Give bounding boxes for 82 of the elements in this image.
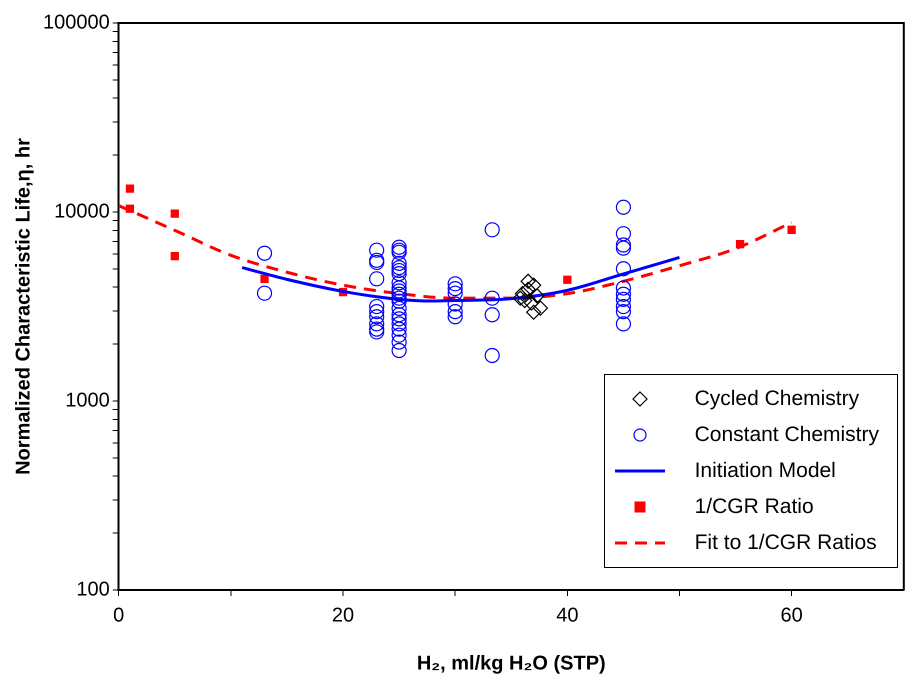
point <box>392 266 407 282</box>
point <box>616 237 632 253</box>
point <box>517 292 532 308</box>
x-tick-label: 20 <box>332 604 354 627</box>
point <box>563 276 572 284</box>
point <box>448 309 463 324</box>
point <box>448 304 463 320</box>
point <box>392 294 407 309</box>
point <box>616 261 632 276</box>
point <box>448 286 463 301</box>
point <box>484 290 500 306</box>
point <box>392 280 407 296</box>
point <box>514 286 530 302</box>
point <box>616 240 632 256</box>
point <box>392 328 407 343</box>
legend-label: Initiation Model <box>694 459 836 483</box>
y-tick-label: 100000 <box>42 12 110 34</box>
point <box>392 260 407 276</box>
point <box>369 304 384 320</box>
point <box>392 262 407 278</box>
point <box>448 276 463 292</box>
point <box>616 286 632 302</box>
point <box>126 204 134 213</box>
point <box>529 288 545 304</box>
point <box>616 200 632 215</box>
point <box>369 298 384 314</box>
point <box>369 309 384 324</box>
point <box>616 280 632 296</box>
point <box>392 275 407 290</box>
point <box>520 274 536 289</box>
point <box>448 281 463 296</box>
point <box>532 300 548 316</box>
y-axis-title: Normalized Characteristic Life,η, hr <box>12 138 35 475</box>
y-tick-label: 100 <box>76 578 110 601</box>
point <box>526 278 542 293</box>
x-tick-label: 40 <box>556 604 578 627</box>
legend-label: Fit to 1/CGR Ratios <box>694 531 877 555</box>
point <box>260 274 269 283</box>
point <box>616 298 632 314</box>
point <box>369 324 384 340</box>
point <box>126 184 134 193</box>
point <box>392 322 407 337</box>
point <box>392 316 407 332</box>
x-axis-title: H₂, ml/kg H₂O (STP) <box>416 652 606 675</box>
point <box>369 271 384 286</box>
point <box>484 348 500 364</box>
point <box>392 283 407 299</box>
point <box>616 292 632 307</box>
point <box>512 290 528 306</box>
point <box>788 226 796 234</box>
point <box>369 322 384 337</box>
legend-label: 1/CGR Ratio <box>694 495 814 519</box>
legend-label: Constant Chemistry <box>694 423 879 447</box>
x-tick-label: 0 <box>113 604 124 627</box>
point <box>524 295 540 311</box>
point <box>736 240 744 248</box>
point <box>520 282 536 297</box>
point <box>392 256 407 271</box>
point <box>392 334 407 350</box>
point <box>616 316 632 332</box>
point <box>484 307 500 322</box>
point <box>369 316 384 332</box>
point <box>392 240 407 255</box>
x-tick-label: 60 <box>780 604 803 627</box>
point <box>256 246 272 261</box>
point <box>392 300 407 316</box>
point <box>448 296 463 312</box>
point <box>170 252 179 260</box>
point <box>170 210 179 218</box>
y-tick-label: 10000 <box>54 200 110 223</box>
legend-label: Cycled Chemistry <box>694 387 860 411</box>
point <box>616 226 632 242</box>
point <box>392 311 407 326</box>
point <box>392 342 407 358</box>
point <box>256 286 272 301</box>
point <box>392 290 407 306</box>
point <box>616 304 632 320</box>
point <box>392 307 407 322</box>
point <box>369 242 384 258</box>
y-tick-label: 1000 <box>65 390 110 412</box>
point <box>526 304 542 320</box>
point <box>484 222 500 238</box>
